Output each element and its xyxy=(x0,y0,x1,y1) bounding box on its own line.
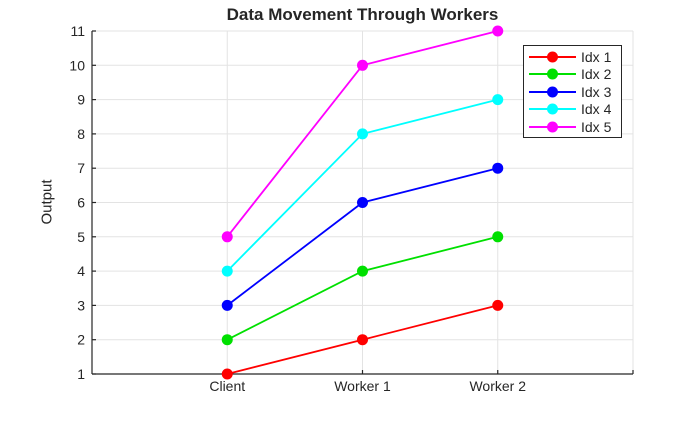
y-tick-label: 7 xyxy=(77,160,85,176)
legend-line-icon xyxy=(529,68,576,80)
data-point-idx-5 xyxy=(357,59,368,71)
y-tick-label: 3 xyxy=(77,297,85,313)
legend-item-label: Idx 2 xyxy=(581,66,612,82)
data-point-idx-2 xyxy=(221,334,233,346)
data-point-idx-2 xyxy=(492,231,504,243)
data-point-idx-4 xyxy=(221,265,233,277)
y-tick-label: 1 xyxy=(77,366,85,382)
legend-item-idx-2: Idx 2 xyxy=(529,67,621,81)
legend-line-icon xyxy=(529,51,576,62)
y-tick-label: 11 xyxy=(70,23,85,39)
legend-item-label: Idx 1 xyxy=(581,48,612,65)
legend-item-idx-4: Idx 4 xyxy=(529,102,621,116)
y-tick-label: 10 xyxy=(69,57,85,73)
legend-line-icon xyxy=(529,121,576,132)
legend-item-label: Idx 3 xyxy=(581,83,612,100)
y-tick-label: 9 xyxy=(77,92,85,108)
y-tick-label: 8 xyxy=(77,126,85,142)
data-point-idx-4 xyxy=(492,94,504,106)
data-point-idx-3 xyxy=(221,299,233,311)
y-tick-label: 6 xyxy=(77,195,85,211)
y-tick-label: 5 xyxy=(77,229,85,245)
legend-item-idx-1: Idx 1 xyxy=(529,50,621,64)
legend-item-label: Idx 5 xyxy=(581,118,612,135)
data-point-idx-3 xyxy=(357,197,368,208)
y-tick-label: 4 xyxy=(77,263,85,279)
chart-title: Data Movement Through Workers xyxy=(226,5,499,24)
data-point-idx-1 xyxy=(357,334,368,346)
data-point-idx-3 xyxy=(492,162,504,174)
data-point-idx-5 xyxy=(221,231,233,243)
y-tick-label: 2 xyxy=(77,332,85,348)
x-tick-label: Worker 2 xyxy=(469,378,526,394)
legend-line-icon xyxy=(529,103,576,115)
data-point-idx-1 xyxy=(221,368,233,380)
legend-item-idx-3: Idx 3 xyxy=(529,85,621,99)
legend-line-icon xyxy=(529,86,576,97)
data-point-idx-2 xyxy=(357,265,368,277)
y-axis-label: Output xyxy=(38,179,56,225)
legend: Idx 1 Idx 2 Idx 3 Idx 4 Idx 5 xyxy=(523,45,622,138)
data-point-idx-5 xyxy=(492,25,504,37)
legend-item-idx-5: Idx 5 xyxy=(529,120,621,134)
data-point-idx-4 xyxy=(357,128,368,140)
x-tick-label: Client xyxy=(209,378,245,394)
legend-item-label: Idx 4 xyxy=(581,101,612,117)
x-tick-label: Worker 1 xyxy=(334,378,391,394)
data-point-idx-1 xyxy=(492,299,504,311)
